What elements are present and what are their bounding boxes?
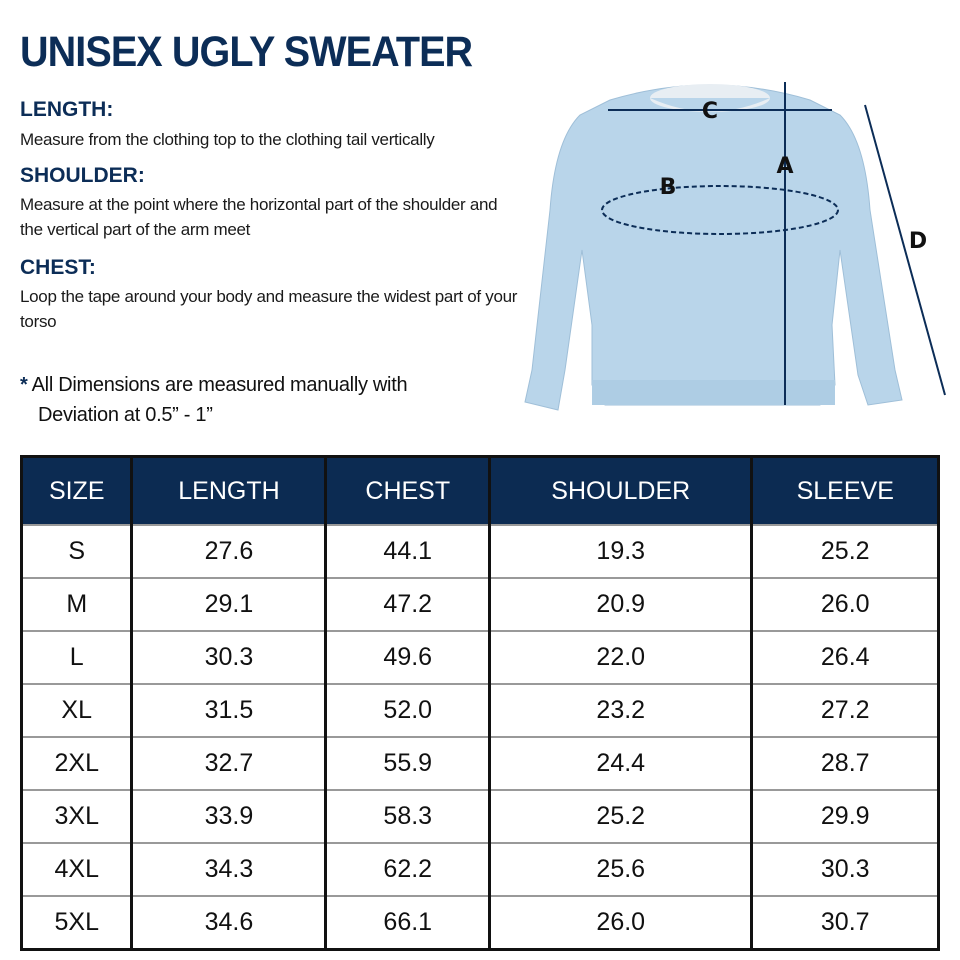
table-row: M 29.1 47.2 20.9 26.0 <box>19 577 940 631</box>
label-c: C <box>702 99 718 124</box>
chest-description: Loop the tape around your body and measu… <box>20 287 518 331</box>
table-cell-sleeve: 26.0 <box>750 577 940 631</box>
length-description: Measure from the clothing top to the clo… <box>20 130 435 149</box>
table-cell-size: XL <box>19 683 134 737</box>
table-row: 2XL 32.7 55.9 24.4 28.7 <box>19 736 940 790</box>
table-cell-size: 4XL <box>19 842 134 896</box>
column-header-shoulder: SHOULDER <box>488 455 754 525</box>
measurement-note: * All Dimensions are measured manually w… <box>20 370 408 430</box>
table-cell-length: 31.5 <box>130 683 328 737</box>
table-cell-sleeve: 27.2 <box>750 683 940 737</box>
table-cell-shoulder: 24.4 <box>488 736 754 790</box>
table-cell-size: L <box>19 630 134 684</box>
column-header-length: LENGTH <box>130 455 328 525</box>
table-cell-size: M <box>19 577 134 631</box>
table-row: 3XL 33.9 58.3 25.2 29.9 <box>19 789 940 843</box>
note-line-1: All Dimensions are measured manually wit… <box>31 374 408 396</box>
size-chart-table: SIZE LENGTH CHEST SHOULDER SLEEVE S 27.6 44.1 1… <box>19 455 940 951</box>
table-cell-size: S <box>19 524 134 578</box>
shoulder-heading: SHOULDER: <box>20 164 145 187</box>
table-cell-sleeve: 30.3 <box>750 842 940 896</box>
sweater-diagram: C A B D <box>524 82 946 411</box>
table-row: XL 31.5 52.0 23.2 27.2 <box>19 683 940 737</box>
table-cell-sleeve: 25.2 <box>750 524 940 578</box>
table-cell-chest: 62.2 <box>324 842 492 896</box>
chest-measure-ellipse <box>601 185 839 235</box>
label-d: D <box>909 229 927 254</box>
table-cell-chest: 66.1 <box>324 895 492 951</box>
table-cell-chest: 55.9 <box>324 736 492 790</box>
table-cell-shoulder: 19.3 <box>488 524 754 578</box>
table-cell-shoulder: 22.0 <box>488 630 754 684</box>
table-cell-size: 2XL <box>19 736 134 790</box>
sweater-body <box>524 84 903 411</box>
table-cell-shoulder: 23.2 <box>488 683 754 737</box>
page-title: UNISEX UGLY SWEATER <box>20 28 473 76</box>
table-row: 4XL 34.3 62.2 25.6 30.3 <box>19 842 940 896</box>
table-cell-chest: 44.1 <box>324 524 492 578</box>
table-cell-sleeve: 30.7 <box>750 895 940 951</box>
note-line-2: Deviation at 0.5” - 1” <box>38 404 213 426</box>
table-cell-length: 33.9 <box>130 789 328 843</box>
shoulder-description: Measure at the point where the horizonta… <box>20 195 498 239</box>
table-cell-sleeve: 29.9 <box>750 789 940 843</box>
table-cell-chest: 49.6 <box>324 630 492 684</box>
table-header-row: SIZE LENGTH CHEST SHOULDER SLEEVE <box>19 455 940 525</box>
table-cell-shoulder: 25.6 <box>488 842 754 896</box>
table-cell-chest: 47.2 <box>324 577 492 631</box>
table-cell-length: 29.1 <box>130 577 328 631</box>
table-row: L 30.3 49.6 22.0 26.4 <box>19 630 940 684</box>
column-header-chest: CHEST <box>324 455 492 525</box>
column-header-size: SIZE <box>19 455 134 525</box>
table-cell-shoulder: 20.9 <box>488 577 754 631</box>
label-a: A <box>776 154 793 179</box>
table-row: S 27.6 44.1 19.3 25.2 <box>19 524 940 578</box>
label-b: B <box>660 175 677 200</box>
table-cell-length: 30.3 <box>130 630 328 684</box>
length-heading: LENGTH: <box>20 98 114 121</box>
table-cell-shoulder: 26.0 <box>488 895 754 951</box>
table-cell-chest: 52.0 <box>324 683 492 737</box>
asterisk-icon: * <box>20 374 28 396</box>
table-cell-sleeve: 28.7 <box>750 736 940 790</box>
table-row: 5XL 34.6 66.1 26.0 30.7 <box>19 895 940 951</box>
table-cell-size: 3XL <box>19 789 134 843</box>
table-cell-length: 32.7 <box>130 736 328 790</box>
column-header-sleeve: SLEEVE <box>750 455 940 525</box>
sleeve-measure-line <box>864 104 946 396</box>
table-cell-shoulder: 25.2 <box>488 789 754 843</box>
table-cell-sleeve: 26.4 <box>750 630 940 684</box>
table-cell-length: 27.6 <box>130 524 328 578</box>
table-cell-length: 34.3 <box>130 842 328 896</box>
table-cell-length: 34.6 <box>130 895 328 951</box>
chest-heading: CHEST: <box>20 256 96 279</box>
table-cell-size: 5XL <box>19 895 134 951</box>
table-cell-chest: 58.3 <box>324 789 492 843</box>
